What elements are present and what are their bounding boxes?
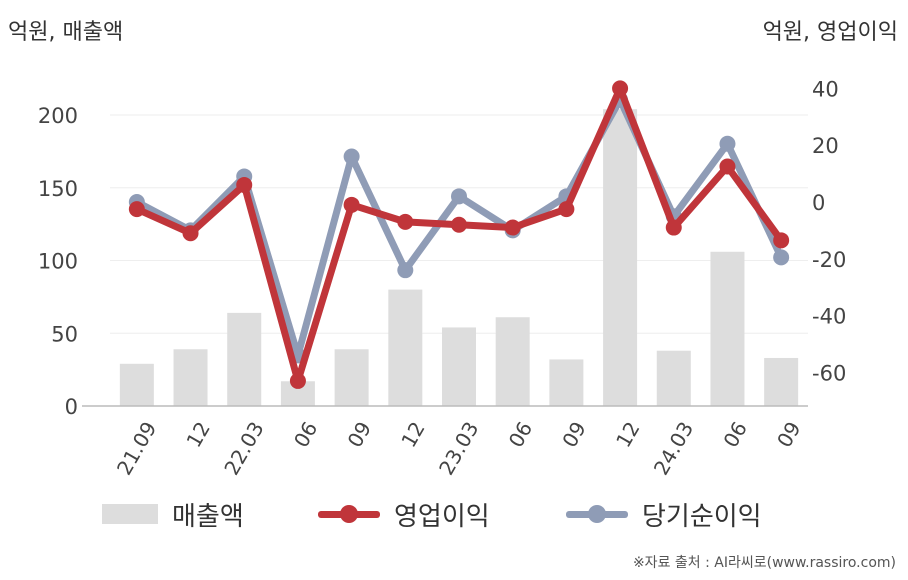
left-tick-label: 50 (51, 322, 78, 346)
bar (495, 317, 530, 406)
x-tick-label: 23.03 (434, 418, 483, 480)
bar (173, 349, 208, 406)
left-axis-unit: 억원, 매출액 (8, 20, 124, 45)
bar (227, 312, 262, 406)
bar-layer (119, 109, 799, 407)
x-tick-label: 09 (772, 418, 806, 452)
bar (442, 327, 476, 406)
x-tick-label: 24.03 (649, 418, 698, 480)
x-tick-label: 12 (611, 418, 645, 452)
x-tick-label: 06 (289, 418, 323, 452)
legend-bar-swatch (102, 504, 158, 524)
right-axis-unit: 억원, 영업이익 (762, 20, 898, 45)
bar (656, 350, 691, 406)
x-tick-label: 09 (557, 418, 591, 452)
x-tick-label: 21.09 (112, 418, 161, 480)
line-layer (128, 80, 790, 389)
operating-profit-point (182, 225, 199, 242)
right-tick-label: 20 (812, 134, 839, 158)
legend-line-swatch-net (566, 504, 628, 524)
left-tick-label: 200 (38, 104, 78, 128)
operating-profit-point (236, 176, 253, 193)
x-tick-label: 06 (718, 418, 752, 452)
legend-label-operating-profit: 영업이익 (394, 501, 490, 532)
legend-item-operating-profit[interactable]: 영업이익 (318, 492, 490, 536)
net-profit-point (397, 262, 414, 279)
operating-profit-point (773, 232, 790, 249)
legend: 매출액 영업이익 당기순이익 (0, 492, 908, 536)
bar (764, 357, 799, 406)
bar (388, 289, 423, 406)
net-profit-point (451, 188, 467, 205)
bar (710, 251, 745, 406)
x-tick-label: 12 (181, 418, 215, 452)
x-tick-label: 09 (343, 418, 377, 452)
operating-profit-point (128, 201, 145, 218)
x-tick-label: 06 (504, 418, 538, 452)
legend-line-swatch-operating (318, 504, 380, 524)
legend-item-net-profit[interactable]: 당기순이익 (566, 492, 762, 536)
bar (334, 349, 369, 406)
left-tick-label: 150 (38, 177, 78, 201)
net-profit-point (719, 135, 736, 152)
operating-profit-point (612, 80, 629, 97)
right-tick-label: 40 (812, 77, 839, 101)
bar (549, 359, 584, 406)
operating-profit-point (558, 201, 575, 218)
operating-profit-point (504, 219, 521, 236)
operating-profit-point (665, 219, 682, 236)
legend-label-net-profit: 당기순이익 (642, 501, 762, 532)
left-tick-label: 100 (38, 250, 78, 274)
right-tick-label: -60 (812, 361, 846, 385)
net-profit-point (343, 148, 360, 165)
legend-item-revenue[interactable]: 매출액 (102, 492, 244, 536)
left-tick-label: 0 (65, 395, 78, 419)
net-profit-point (773, 249, 790, 266)
right-tick-label: -40 (812, 305, 846, 329)
x-tick-label: 22.03 (219, 418, 268, 480)
operating-profit-point (451, 216, 467, 233)
source-note: ※자료 출처 : AI라씨로(www.rassiro.com) (632, 555, 896, 571)
operating-profit-point (397, 213, 414, 230)
operating-profit-point (343, 196, 360, 213)
x-tick-label: 12 (396, 418, 430, 452)
bar (603, 109, 638, 407)
right-tick-label: -20 (812, 248, 846, 272)
operating-profit-point (289, 372, 306, 389)
right-tick-label: 0 (812, 191, 825, 215)
operating-profit-point (719, 158, 736, 175)
bar (119, 363, 154, 406)
legend-label-revenue: 매출액 (172, 501, 244, 532)
